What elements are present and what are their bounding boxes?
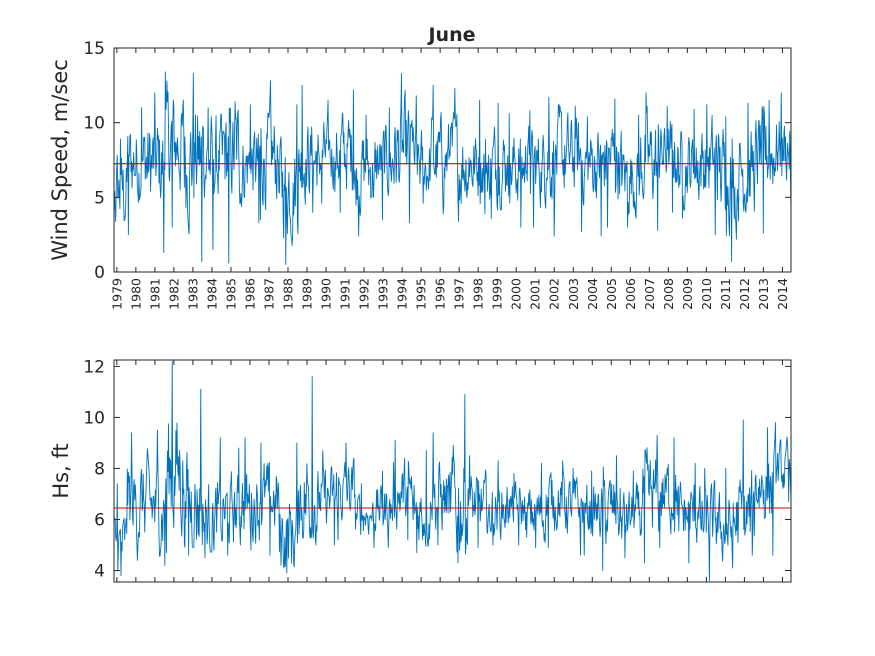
wind-y-ticks: 0 5 10 15 (83, 39, 791, 283)
x-tick-label: 1989 (300, 278, 315, 310)
x-tick-label: 1998 (471, 278, 486, 310)
x-tick-label: 2003 (566, 278, 581, 310)
x-tick-label: 2008 (661, 278, 676, 310)
x-tick-label: 1981 (147, 278, 162, 310)
x-tick-label: 1984 (204, 278, 219, 310)
x-tick-label: 2007 (642, 278, 657, 310)
x-tick-label: 2002 (547, 278, 562, 310)
x-tick-label: 1979 (109, 278, 124, 310)
x-tick-label: 1999 (490, 278, 505, 310)
hs-y-axis-label: Hs, ft (49, 443, 73, 498)
x-tick-label: 2013 (756, 278, 771, 310)
x-tick-label: 2006 (623, 278, 638, 310)
wind-speed-line (113, 71, 792, 265)
y-tick-label: 4 (94, 562, 105, 582)
x-tick-label: 1990 (319, 278, 334, 310)
x-tick-label: 2001 (528, 278, 543, 310)
hs-panel: 4 6 8 10 12 Hs, ft (49, 357, 792, 583)
x-tick-label: 2012 (737, 278, 752, 310)
y-tick-label: 15 (83, 39, 105, 59)
x-tick-label: 1980 (128, 278, 143, 310)
hs-series (113, 360, 792, 582)
y-tick-label: 10 (83, 408, 105, 428)
x-tick-label: 2005 (604, 278, 619, 310)
x-tick-label: 1982 (166, 278, 181, 310)
x-tick-label: 1995 (414, 278, 429, 310)
wind-speed-series (113, 71, 792, 265)
hs-x-ticks (116, 360, 783, 582)
chart-title: June (426, 24, 475, 46)
x-tick-label: 1985 (223, 278, 238, 310)
hs-line (113, 360, 792, 582)
wind-x-ticks: 1979 1980 1981 1982 1983 1984 1985 1986 1987 1988… (109, 48, 790, 310)
x-tick-label: 1992 (357, 278, 372, 310)
x-tick-label: 1988 (281, 278, 296, 310)
hs-y-ticks: 4 6 8 10 12 (83, 357, 791, 582)
x-tick-label: 2014 (775, 278, 790, 310)
x-tick-label: 1993 (376, 278, 391, 310)
y-tick-label: 0 (94, 263, 105, 283)
y-tick-label: 5 (94, 188, 105, 208)
y-tick-label: 10 (83, 114, 105, 134)
hs-axes-box (113, 359, 792, 583)
x-tick-label: 2010 (699, 278, 714, 310)
x-tick-label: 1986 (242, 278, 257, 310)
wind-axes-box (113, 47, 792, 273)
x-tick-label: 2000 (509, 278, 524, 310)
x-tick-label: 1996 (433, 278, 448, 310)
y-tick-label: 8 (94, 459, 105, 479)
x-tick-label: 1997 (452, 278, 467, 310)
x-tick-label: 2009 (680, 278, 695, 310)
y-tick-label: 12 (83, 357, 105, 377)
x-tick-label: 1994 (395, 278, 410, 310)
x-tick-label: 2011 (718, 278, 733, 310)
wind-y-axis-label: Wind Speed, m/sec (48, 59, 72, 261)
y-tick-label: 6 (94, 510, 105, 530)
x-tick-label: 2004 (585, 278, 600, 310)
x-tick-label: 1987 (261, 278, 276, 310)
x-tick-label: 1983 (185, 278, 200, 310)
x-tick-label: 1991 (338, 278, 353, 310)
